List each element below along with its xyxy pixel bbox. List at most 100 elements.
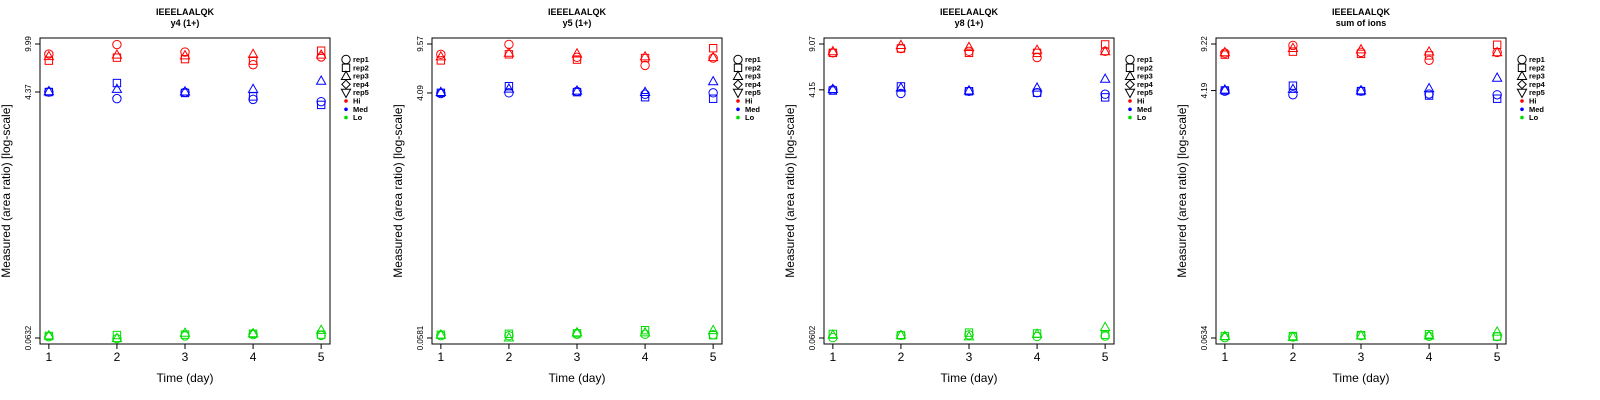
- data-point-lo-rep3: [571, 326, 583, 337]
- data-point-med-rep2: [504, 81, 514, 91]
- data-point-lo-rep3: [1099, 321, 1111, 332]
- data-point-hi-rep1: [1424, 55, 1434, 65]
- data-point-med-rep3: [895, 81, 907, 92]
- legend-symbol: [341, 79, 351, 90]
- x-axis-label: Time (day): [1333, 371, 1390, 385]
- y-tick-label: 4.37: [24, 84, 33, 100]
- data-point-lo-rep3: [315, 324, 327, 334]
- data-point-lo-rep3: [435, 328, 447, 339]
- data-point-hi-rep3: [43, 50, 55, 61]
- chart-subtitle: sum of ions: [1336, 18, 1387, 28]
- data-point-med-rep3: [1031, 81, 1043, 92]
- y-axis-label: Measured (area ratio) [log-scale]: [0, 104, 13, 277]
- data-point-lo-rep3: [43, 329, 55, 340]
- data-point-med-rep3: [827, 83, 839, 94]
- data-point-hi-rep3: [247, 48, 259, 58]
- data-point-hi-rep2: [708, 43, 718, 53]
- legend-label: Med: [1529, 105, 1544, 114]
- y-tick-label: 9.07: [808, 36, 817, 52]
- data-point-med-rep1: [708, 88, 718, 98]
- data-point-med-rep2: [640, 93, 650, 102]
- legend-symbol: [736, 99, 740, 103]
- legend-label: Med: [1137, 105, 1152, 114]
- data-point-med-rep3: [963, 84, 975, 95]
- legend-symbol: [341, 54, 351, 65]
- data-point-med-rep1: [896, 88, 906, 99]
- data-point-lo-rep3: [707, 324, 719, 335]
- legend-symbol: [1520, 107, 1524, 112]
- data-point-med-rep3: [639, 86, 651, 97]
- x-tick-label: 3: [966, 350, 973, 364]
- legend-label: rep5: [1137, 88, 1153, 97]
- data-point-lo-rep3: [179, 327, 191, 337]
- data-point-lo-rep2: [248, 329, 258, 338]
- data-point-lo-rep3: [1287, 331, 1299, 341]
- data-point-hi-rep3: [1219, 46, 1231, 57]
- x-tick-label: 4: [1034, 350, 1041, 364]
- legend-label: rep2: [745, 63, 761, 72]
- data-point-med-rep3: [1355, 84, 1367, 95]
- data-point-med-rep3: [1099, 73, 1111, 83]
- data-point-lo-rep1: [1492, 331, 1502, 342]
- legend-label: Lo: [353, 113, 363, 122]
- legend-label: Hi: [353, 97, 361, 106]
- legend-symbol: [340, 70, 352, 80]
- data-point-med-rep3: [1423, 82, 1435, 93]
- data-point-hi-rep2: [572, 55, 582, 64]
- legend-symbol: [1128, 107, 1132, 112]
- data-point-lo-rep2: [504, 329, 514, 338]
- data-point-hi-rep1: [1288, 40, 1298, 51]
- data-point-hi-rep3: [1355, 43, 1367, 54]
- data-point-hi-rep2: [316, 46, 326, 55]
- legend-label: rep5: [745, 88, 761, 97]
- legend-label: Lo: [1137, 113, 1147, 122]
- legend-symbol: [340, 88, 352, 99]
- plot-frame: [39, 37, 331, 345]
- data-point-med-rep3: [111, 83, 123, 93]
- y-axis-label: Measured (area ratio) [log-scale]: [1176, 104, 1189, 277]
- data-point-med-rep1: [504, 88, 514, 98]
- legend-symbol: [736, 115, 740, 120]
- data-point-med-rep3: [179, 85, 191, 96]
- legend-label: rep1: [745, 55, 761, 64]
- x-tick-label: 5: [318, 350, 325, 364]
- data-point-hi-rep2: [1356, 49, 1366, 59]
- data-point-lo-rep3: [247, 327, 259, 338]
- legend-label: Lo: [1529, 113, 1539, 122]
- x-tick-label: 2: [1290, 350, 1297, 364]
- data-point-hi-rep3: [827, 45, 839, 56]
- data-point-med-rep2: [1032, 88, 1042, 97]
- data-point-hi-rep3: [503, 47, 515, 57]
- data-point-med-rep2: [1356, 86, 1366, 96]
- data-point-med-rep2: [1100, 93, 1110, 102]
- legend-symbol: [1516, 70, 1528, 80]
- legend-label: rep5: [1529, 88, 1545, 97]
- data-point-med-rep2: [436, 88, 446, 98]
- data-point-lo-rep3: [1031, 328, 1043, 338]
- chart-subtitle: y8 (1+): [955, 18, 984, 28]
- data-point-lo-rep2: [112, 330, 122, 340]
- x-tick-label: 2: [898, 350, 905, 364]
- x-tick-label: 4: [642, 350, 649, 364]
- x-tick-label: 2: [114, 350, 121, 364]
- legend-label: Med: [745, 105, 760, 114]
- legend-label: Hi: [1529, 97, 1537, 106]
- data-point-hi-rep3: [435, 50, 447, 61]
- data-point-med-rep3: [435, 86, 447, 97]
- legend-label: rep1: [1529, 55, 1545, 64]
- legend-label: rep4: [353, 80, 370, 89]
- data-point-lo-rep2: [640, 326, 650, 335]
- legend-symbol: [732, 88, 744, 99]
- data-point-hi-rep2: [248, 56, 258, 65]
- plot-frame: [431, 37, 723, 345]
- data-point-med-rep2: [1288, 81, 1298, 90]
- legend-label: rep4: [1137, 80, 1154, 89]
- data-point-med-rep1: [1424, 89, 1434, 99]
- legend-label: rep3: [1529, 72, 1545, 81]
- data-point-med-rep1: [640, 89, 650, 99]
- data-point-lo-rep2: [1492, 332, 1502, 341]
